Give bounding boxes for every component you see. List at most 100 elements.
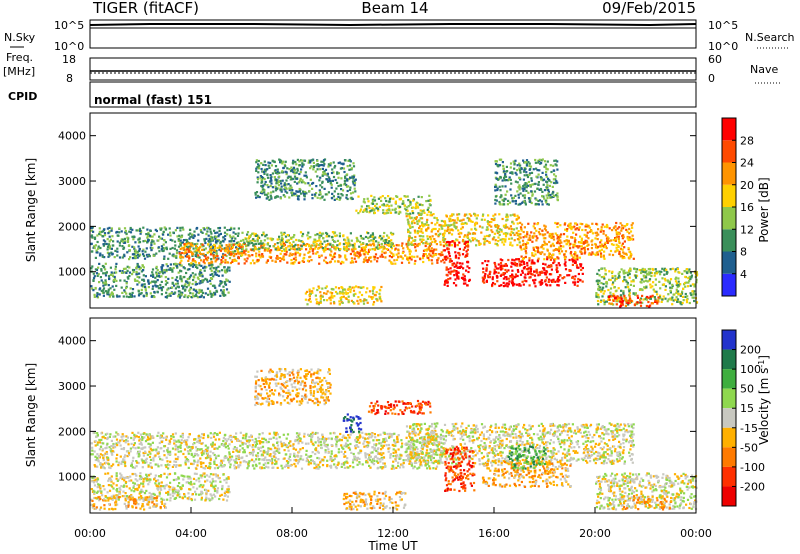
echo-cell	[523, 200, 526, 203]
echo-cell	[322, 171, 325, 174]
echo-cell	[492, 218, 495, 222]
echo-cell	[564, 281, 567, 284]
echo-cell	[384, 197, 387, 200]
echo-cell	[176, 235, 179, 238]
echo-cell	[649, 271, 652, 274]
echo-cell	[544, 163, 548, 166]
echo-cell	[629, 298, 632, 301]
echo-cell	[188, 237, 191, 240]
echo-cell	[352, 294, 356, 297]
echo-cell	[142, 295, 146, 298]
echo-cell	[515, 264, 518, 267]
echo-cell	[231, 246, 234, 249]
echo-cell	[621, 301, 624, 304]
echo-cell	[346, 197, 349, 201]
echo-cell	[201, 248, 204, 251]
echo-cell	[543, 258, 546, 261]
echo-cell	[222, 294, 225, 297]
echo-cell	[411, 220, 414, 223]
echo-cell	[386, 211, 390, 214]
echo-cell	[430, 247, 433, 250]
echo-cell	[153, 295, 156, 299]
echo-cell	[616, 227, 619, 230]
echo-cell	[502, 285, 506, 288]
echo-cell	[414, 217, 418, 221]
echo-cell	[546, 256, 549, 259]
echo-cell	[138, 268, 141, 271]
echo-cell	[618, 241, 621, 244]
echo-cell	[405, 208, 408, 212]
echo-cell	[350, 248, 353, 251]
echo-cell	[563, 255, 566, 258]
echo-cell	[456, 244, 459, 247]
echo-cell	[425, 249, 428, 252]
echo-cell	[171, 268, 174, 271]
echo-cell	[558, 242, 561, 245]
echo-cell	[216, 246, 220, 249]
echo-cell	[462, 248, 465, 251]
echo-cell	[182, 248, 185, 251]
echo-cell	[128, 230, 131, 233]
echo-cell	[460, 223, 463, 226]
echo-cell	[394, 207, 397, 210]
echo-cell	[195, 282, 198, 286]
echo-cell	[180, 235, 183, 238]
power-colorbar-swatch	[722, 184, 736, 207]
echo-cell	[297, 248, 300, 251]
echo-cell	[122, 267, 126, 270]
echo-cell	[596, 246, 599, 250]
echo-cell	[318, 243, 321, 247]
echo-cell	[108, 247, 111, 250]
echo-cell	[278, 235, 281, 238]
echo-cell	[289, 184, 292, 187]
echo-cell	[312, 443, 315, 447]
echo-cell	[685, 281, 688, 284]
echo-cell	[186, 246, 190, 249]
echo-cell	[538, 158, 541, 161]
echo-cell	[201, 231, 204, 234]
echo-cell	[523, 226, 526, 229]
echo-cell	[499, 175, 502, 179]
echo-cell	[398, 198, 401, 201]
echo-cell	[528, 284, 531, 287]
echo-cell	[584, 251, 587, 254]
echo-cell	[327, 243, 330, 246]
echo-cell	[556, 270, 559, 274]
echo-cell	[233, 259, 236, 262]
echo-cell	[545, 276, 548, 279]
echo-cell	[340, 296, 343, 299]
echo-cell	[611, 229, 614, 232]
echo-cell	[292, 162, 295, 165]
echo-cell	[586, 244, 589, 247]
echo-cell	[274, 169, 277, 172]
echo-cell	[437, 257, 440, 260]
echo-cell	[292, 194, 295, 197]
echo-cell	[430, 230, 433, 233]
echo-cell	[627, 286, 630, 289]
echo-cell	[607, 288, 610, 292]
echo-cell	[357, 302, 360, 305]
echo-cell	[427, 199, 430, 202]
echo-cell	[319, 164, 322, 167]
echo-cell	[373, 196, 376, 199]
echo-cell	[441, 253, 444, 256]
echo-cell	[378, 442, 381, 445]
echo-cell	[230, 228, 233, 231]
echo-cell	[520, 248, 523, 251]
echo-cell	[493, 272, 496, 275]
echo-cell	[611, 294, 614, 297]
echo-cell	[373, 258, 376, 261]
echo-cell	[552, 280, 555, 283]
echo-cell	[277, 245, 280, 248]
echo-cell	[432, 456, 435, 460]
echo-cell	[420, 213, 423, 216]
echo-cell	[542, 234, 545, 237]
echo-cell	[319, 297, 322, 300]
echo-cell	[336, 171, 339, 174]
echo-cell	[363, 201, 366, 204]
echo-cell	[548, 265, 551, 269]
echo-cell	[377, 434, 380, 437]
echo-cell	[446, 248, 449, 251]
echo-cell	[261, 186, 264, 189]
echo-cell	[108, 245, 111, 248]
